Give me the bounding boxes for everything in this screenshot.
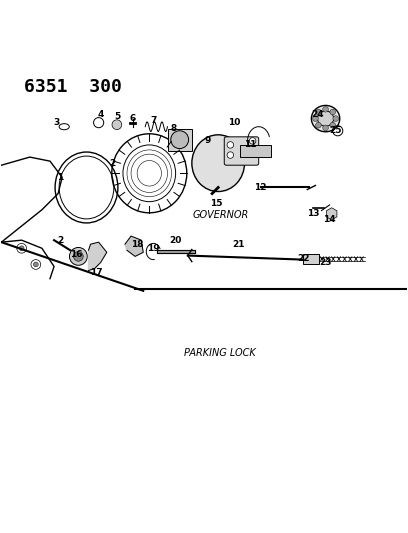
Text: 7: 7 [150,116,157,125]
Circle shape [330,123,335,128]
FancyBboxPatch shape [224,137,259,165]
Text: 2: 2 [57,236,63,245]
Text: 24: 24 [311,110,324,119]
Text: PARKING LOCK: PARKING LOCK [184,348,256,358]
Ellipse shape [317,111,334,126]
Circle shape [249,138,256,144]
Text: 6: 6 [130,114,136,123]
Text: 21: 21 [232,240,245,249]
Bar [168,129,192,151]
Text: 17: 17 [90,268,103,277]
Text: 2: 2 [110,159,116,168]
Ellipse shape [192,135,244,191]
Circle shape [333,116,339,122]
Circle shape [313,116,318,122]
Circle shape [227,142,234,148]
Text: 3: 3 [53,118,59,127]
Text: 6351  300: 6351 300 [24,78,122,96]
Text: 9: 9 [205,136,211,146]
Text: 4: 4 [98,110,104,119]
Text: 22: 22 [297,254,310,263]
Text: 13: 13 [307,209,319,219]
Text: 5: 5 [114,112,120,121]
Circle shape [330,109,335,115]
Text: 18: 18 [131,240,143,249]
Text: 8: 8 [171,124,177,133]
Circle shape [19,246,24,251]
Text: 14: 14 [323,215,336,224]
Circle shape [69,247,87,265]
Polygon shape [125,236,143,256]
Circle shape [227,152,234,158]
Circle shape [323,107,328,112]
Text: 15: 15 [210,199,222,208]
Circle shape [33,262,38,267]
Text: 25: 25 [329,126,342,135]
Text: 10: 10 [228,118,241,127]
Circle shape [112,120,122,130]
Circle shape [171,131,188,149]
Text: 19: 19 [147,244,160,253]
Text: 20: 20 [169,236,182,245]
Circle shape [73,252,83,261]
Ellipse shape [311,106,340,132]
Text: 16: 16 [70,250,82,259]
Text: 12: 12 [255,183,267,192]
Circle shape [315,123,321,128]
Circle shape [323,125,328,131]
Bar [303,254,319,264]
Circle shape [249,148,256,154]
Text: 11: 11 [244,140,257,149]
Text: 1: 1 [57,173,63,182]
Polygon shape [89,242,107,271]
Circle shape [315,109,321,115]
Bar [240,145,271,157]
Text: 23: 23 [319,258,332,267]
Text: GOVERNOR: GOVERNOR [192,210,248,220]
